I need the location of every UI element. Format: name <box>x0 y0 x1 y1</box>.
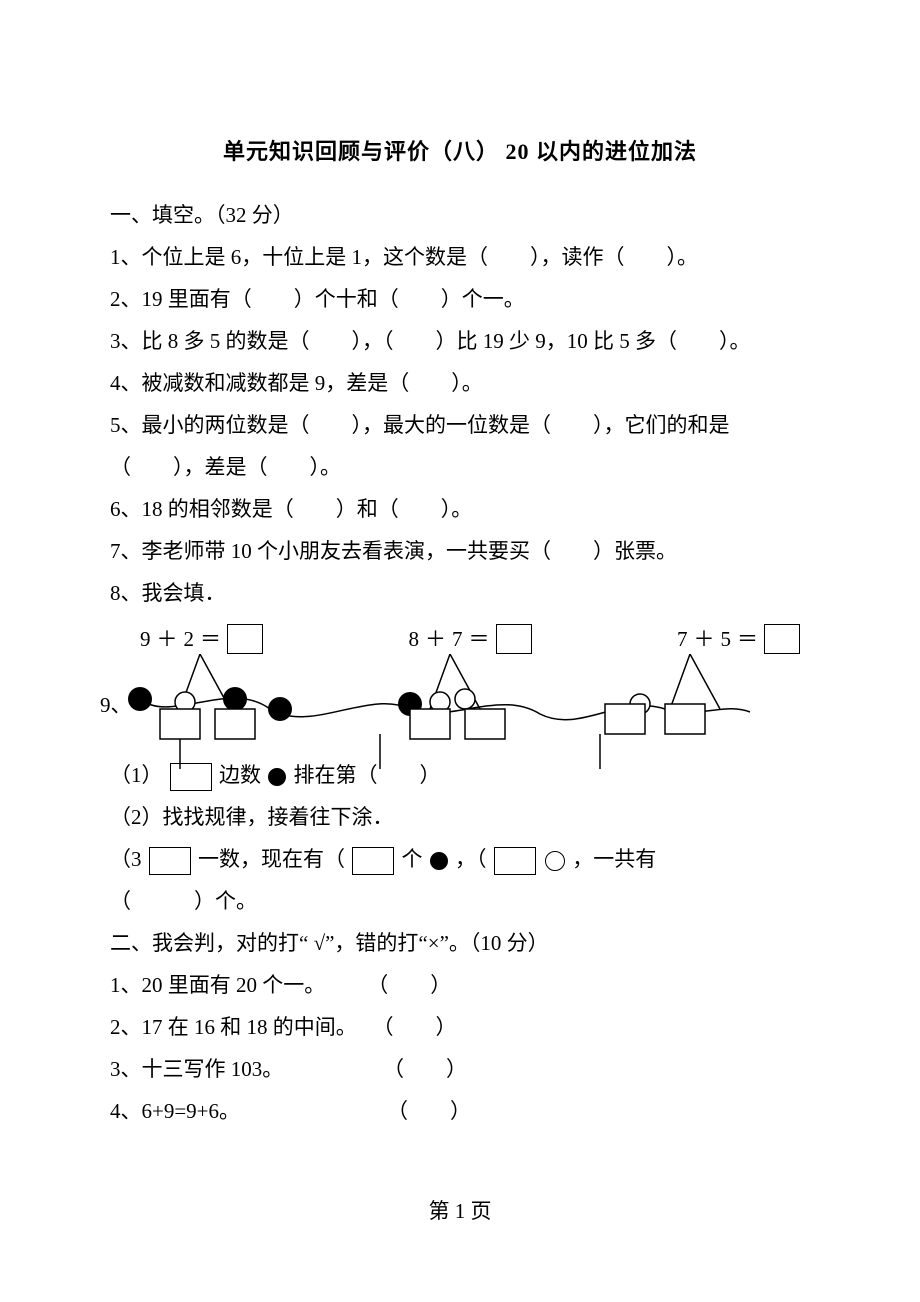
s2-q1: 1、20 里面有 20 个一。 （ ） <box>110 964 810 1006</box>
section1-heading: 一、填空。（32 分） <box>110 194 810 236</box>
page-footer: 第 1 页 <box>0 1190 920 1232</box>
q4: 4、被减数和减数都是 9，差是（ ）。 <box>110 362 810 404</box>
footer-suffix: 页 <box>465 1199 491 1223</box>
q9-3-t2: 个 <box>402 847 423 871</box>
section2-heading: 二、我会判，对的打“ √”，错的打“×”。（10 分） <box>110 922 810 964</box>
filled-circle-icon <box>430 852 448 870</box>
q2: 2、19 里面有（ ）个十和（ ）个一。 <box>110 278 810 320</box>
inline-box <box>149 847 191 875</box>
s2-q3: 3、十三写作 103。 （ ） <box>110 1048 810 1090</box>
inline-box <box>494 847 536 875</box>
q9-3-t1: 一数，现在有（ <box>198 847 345 871</box>
q5a: 5、最小的两位数是（ ），最大的一位数是（ ），它们的和是 <box>110 404 810 446</box>
answer-box <box>764 624 800 654</box>
q9-label: 9、 <box>100 684 132 726</box>
footer-page-num: 1 <box>455 1199 466 1223</box>
q9-2: （2）找找规律，接着往下涂． <box>110 796 810 838</box>
q9-3-t3: ，（ <box>455 847 487 871</box>
split-diagram-svg <box>110 654 810 784</box>
q8-label: 8、我会填． <box>110 572 810 614</box>
answer-box <box>227 624 263 654</box>
open-circle-icon <box>545 851 565 871</box>
footer-prefix: 第 <box>429 1199 455 1223</box>
q6: 6、18 的相邻数是（ ）和（ ）。 <box>110 488 810 530</box>
q8-q9-diagram: 9、 <box>110 654 810 784</box>
q1: 1、个位上是 6，十位上是 1，这个数是（ ），读作（ ）。 <box>110 236 810 278</box>
q7: 7、李老师带 10 个小朋友去看表演，一共要买（ ）张票。 <box>110 530 810 572</box>
q9-3-t4: ，一共有 <box>572 847 656 871</box>
s2-q4: 4、6+9=9+6。 （ ） <box>110 1090 810 1132</box>
q9-3b: （ ）个。 <box>110 880 810 922</box>
q9-3-prefix: （3 <box>110 847 142 871</box>
s2-q2: 2、17 在 16 和 18 的中间。 （ ） <box>110 1006 810 1048</box>
q5b: （ ），差是（ ）。 <box>110 446 810 488</box>
answer-box <box>496 624 532 654</box>
q9-3a: （3 一数，现在有（ 个 ，（ ，一共有 <box>110 838 810 880</box>
page-title: 单元知识回顾与评价（八） 20 以内的进位加法 <box>110 130 810 174</box>
page: 单元知识回顾与评价（八） 20 以内的进位加法 一、填空。（32 分） 1、个位… <box>0 0 920 1302</box>
q3: 3、比 8 多 5 的数是（ ），（ ）比 19 少 9，10 比 5 多（ ）… <box>110 320 810 362</box>
inline-box <box>352 847 394 875</box>
